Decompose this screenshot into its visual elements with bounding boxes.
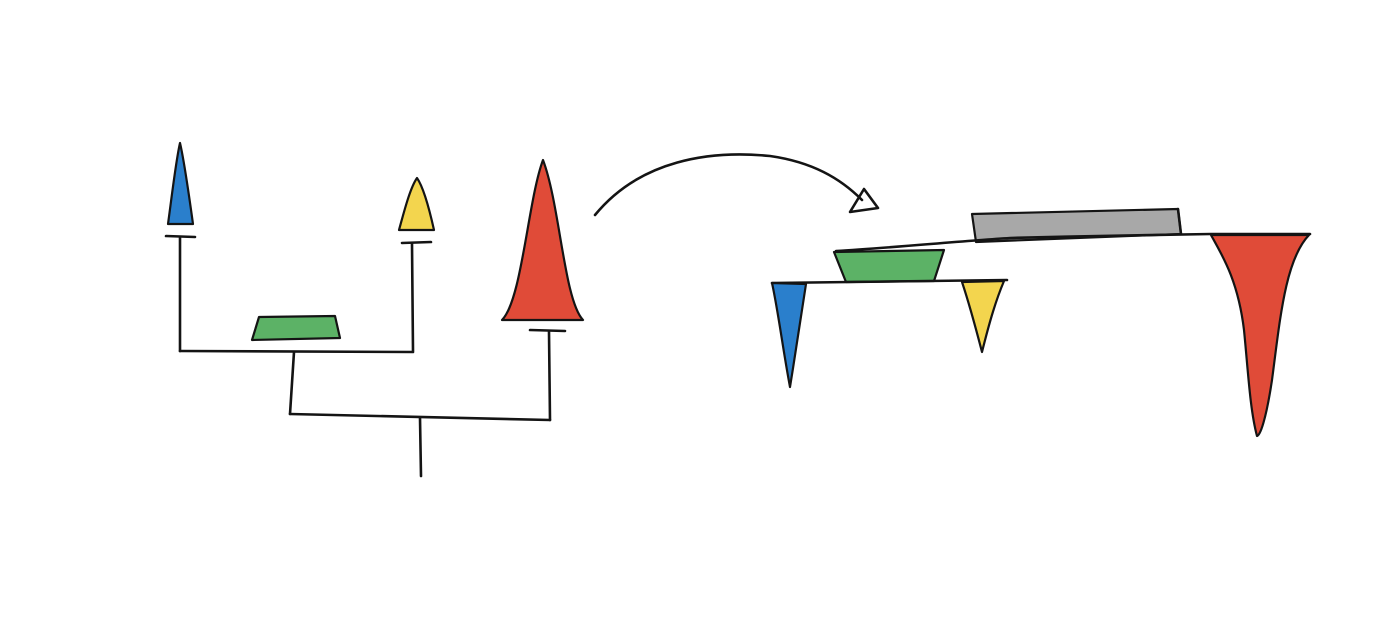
left-red-tick: [528, 328, 567, 333]
left-yellow-peak: [397, 176, 436, 232]
left-yellow-branch: [410, 242, 415, 353]
left-tree: [164, 141, 585, 478]
left-green-node: [250, 314, 342, 342]
right-red-icicle: [1209, 233, 1311, 438]
left-blue-peak: [166, 141, 195, 226]
right-tree: [770, 207, 1312, 438]
right-lower-baseline: [770, 278, 1009, 285]
arrow-head: [848, 187, 880, 214]
right-blue-icicle: [770, 281, 808, 389]
right-top-baseline: [834, 232, 1312, 253]
transform-arrow: [593, 153, 880, 217]
left-blue-tick: [164, 234, 197, 239]
right-gray-edge: [1176, 207, 1183, 236]
left-red-peak: [500, 158, 585, 322]
left-yellow-tick: [400, 240, 433, 245]
right-yellow-icicle: [960, 279, 1006, 354]
left-red-branch: [547, 330, 552, 422]
left-join-1: [178, 349, 415, 354]
arrow-curve: [593, 153, 864, 217]
left-root: [418, 416, 423, 478]
right-green-node: [832, 248, 946, 284]
left-join-1-stem: [288, 350, 296, 416]
